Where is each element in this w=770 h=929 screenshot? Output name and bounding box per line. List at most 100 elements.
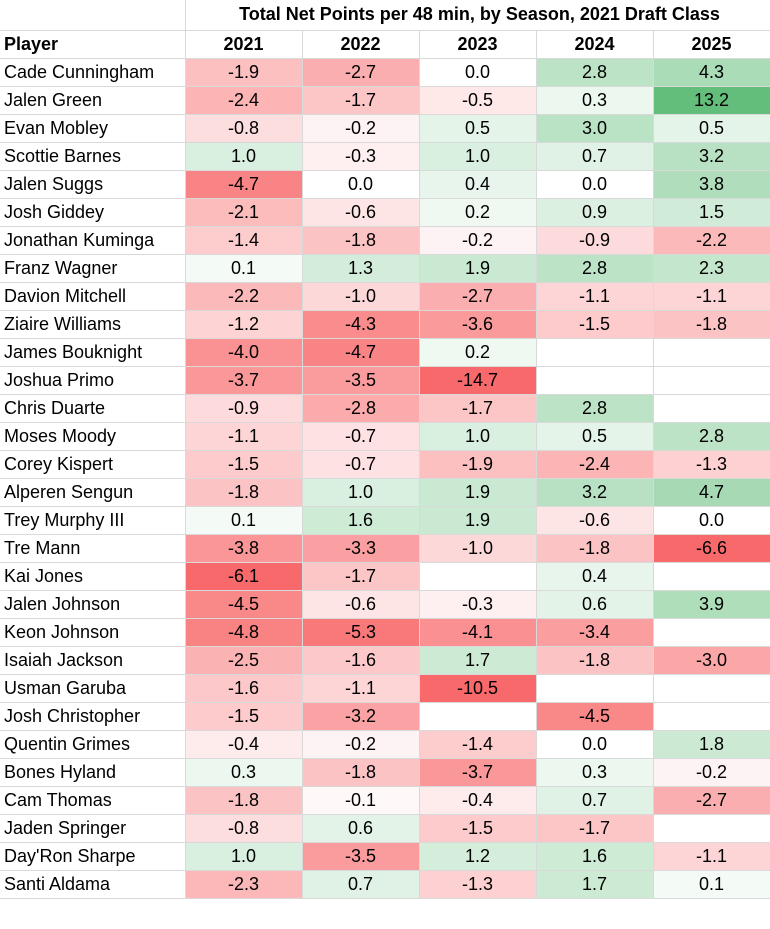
table-row: Franz Wagner 0.1 1.3 1.9 2.8 2.3	[0, 254, 770, 283]
value-cell-2025: 2.3	[653, 254, 770, 283]
header-season-2025: 2025	[653, 30, 770, 59]
value-cell-2021: -1.4	[185, 226, 303, 255]
table-row: Jalen Green -2.4 -1.7 -0.5 0.3 13.2	[0, 86, 770, 115]
value-cell-2021: -4.5	[185, 590, 303, 619]
value-cell-2022: -1.8	[302, 226, 420, 255]
value-cell-2025	[653, 338, 770, 367]
value-cell-2024: -2.4	[536, 450, 654, 479]
player-name: James Bouknight	[0, 338, 186, 367]
value-cell-2024: 0.3	[536, 86, 654, 115]
value-cell-2025: -2.2	[653, 226, 770, 255]
value-cell-2023: 1.9	[419, 478, 537, 507]
player-name: Day'Ron Sharpe	[0, 842, 186, 871]
table-row: Usman Garuba -1.6 -1.1 -10.5	[0, 674, 770, 703]
value-cell-2022: 1.3	[302, 254, 420, 283]
value-cell-2025	[653, 702, 770, 731]
value-cell-2023: 0.2	[419, 198, 537, 227]
value-cell-2025	[653, 394, 770, 423]
chart-title: Total Net Points per 48 min, by Season, …	[185, 0, 770, 31]
player-name: Evan Mobley	[0, 114, 186, 143]
value-cell-2024: 0.3	[536, 758, 654, 787]
value-cell-2023: -10.5	[419, 674, 537, 703]
value-cell-2021: -3.8	[185, 534, 303, 563]
player-name: Quentin Grimes	[0, 730, 186, 759]
value-cell-2022: -0.2	[302, 114, 420, 143]
table-row: Moses Moody -1.1 -0.7 1.0 0.5 2.8	[0, 422, 770, 451]
value-cell-2021: -3.7	[185, 366, 303, 395]
table-row: Santi Aldama -2.3 0.7 -1.3 1.7 0.1	[0, 870, 770, 899]
value-cell-2022: -0.1	[302, 786, 420, 815]
value-cell-2021: -0.8	[185, 814, 303, 843]
value-cell-2024: 0.4	[536, 562, 654, 591]
value-cell-2024	[536, 674, 654, 703]
value-cell-2023: -1.7	[419, 394, 537, 423]
value-cell-2021: -1.9	[185, 58, 303, 87]
value-cell-2022: -2.7	[302, 58, 420, 87]
value-cell-2022: 1.6	[302, 506, 420, 535]
value-cell-2022: -3.5	[302, 366, 420, 395]
value-cell-2021: -1.5	[185, 702, 303, 731]
value-cell-2021: -1.8	[185, 478, 303, 507]
value-cell-2025: -1.1	[653, 842, 770, 871]
value-cell-2021: -0.4	[185, 730, 303, 759]
value-cell-2024: 0.7	[536, 142, 654, 171]
value-cell-2023: 1.2	[419, 842, 537, 871]
value-cell-2023: 0.0	[419, 58, 537, 87]
value-cell-2024: 3.2	[536, 478, 654, 507]
value-cell-2023	[419, 562, 537, 591]
value-cell-2024: 1.6	[536, 842, 654, 871]
table-row: Quentin Grimes -0.4 -0.2 -1.4 0.0 1.8	[0, 730, 770, 759]
value-cell-2025: -1.3	[653, 450, 770, 479]
value-cell-2021: -0.8	[185, 114, 303, 143]
table-row: Josh Christopher -1.5 -3.2 -4.5	[0, 702, 770, 731]
value-cell-2025: -3.0	[653, 646, 770, 675]
value-cell-2022: -1.1	[302, 674, 420, 703]
value-cell-2021: 1.0	[185, 142, 303, 171]
header-season-2021: 2021	[185, 30, 303, 59]
value-cell-2023: -3.6	[419, 310, 537, 339]
player-name: Santi Aldama	[0, 870, 186, 899]
title-spacer-cell	[0, 0, 186, 31]
player-name: Jalen Suggs	[0, 170, 186, 199]
player-name: Kai Jones	[0, 562, 186, 591]
player-name: Tre Mann	[0, 534, 186, 563]
table-row: Jalen Suggs -4.7 0.0 0.4 0.0 3.8	[0, 170, 770, 199]
value-cell-2024: -1.5	[536, 310, 654, 339]
value-cell-2021: -1.6	[185, 674, 303, 703]
value-cell-2023: 0.2	[419, 338, 537, 367]
value-cell-2025: 0.1	[653, 870, 770, 899]
player-name: Usman Garuba	[0, 674, 186, 703]
header-row: Player 2021 2022 2023 2024 2025	[0, 30, 770, 59]
value-cell-2021: -4.0	[185, 338, 303, 367]
value-cell-2021: -2.3	[185, 870, 303, 899]
table-row: Corey Kispert -1.5 -0.7 -1.9 -2.4 -1.3	[0, 450, 770, 479]
value-cell-2022: -5.3	[302, 618, 420, 647]
value-cell-2022: -4.3	[302, 310, 420, 339]
player-name: Cade Cunningham	[0, 58, 186, 87]
table-row: Cade Cunningham -1.9 -2.7 0.0 2.8 4.3	[0, 58, 770, 87]
table-row: Josh Giddey -2.1 -0.6 0.2 0.9 1.5	[0, 198, 770, 227]
player-name: Isaiah Jackson	[0, 646, 186, 675]
value-cell-2025	[653, 674, 770, 703]
value-cell-2023: 1.0	[419, 422, 537, 451]
value-cell-2022: -1.8	[302, 758, 420, 787]
value-cell-2024: -1.8	[536, 534, 654, 563]
table-row: Kai Jones -6.1 -1.7 0.4	[0, 562, 770, 591]
value-cell-2024: 0.7	[536, 786, 654, 815]
value-cell-2022: -3.5	[302, 842, 420, 871]
value-cell-2024: -1.8	[536, 646, 654, 675]
value-cell-2023: -0.4	[419, 786, 537, 815]
value-cell-2021: -1.2	[185, 310, 303, 339]
value-cell-2022: -0.6	[302, 590, 420, 619]
value-cell-2023: 0.4	[419, 170, 537, 199]
value-cell-2024: 2.8	[536, 254, 654, 283]
value-cell-2022: 0.7	[302, 870, 420, 899]
value-cell-2024: 0.5	[536, 422, 654, 451]
value-cell-2024: 2.8	[536, 394, 654, 423]
value-cell-2024: 2.8	[536, 58, 654, 87]
value-cell-2024: -1.7	[536, 814, 654, 843]
table-row: Joshua Primo -3.7 -3.5 -14.7	[0, 366, 770, 395]
value-cell-2023: 1.9	[419, 506, 537, 535]
value-cell-2025: 4.7	[653, 478, 770, 507]
value-cell-2022: -0.6	[302, 198, 420, 227]
